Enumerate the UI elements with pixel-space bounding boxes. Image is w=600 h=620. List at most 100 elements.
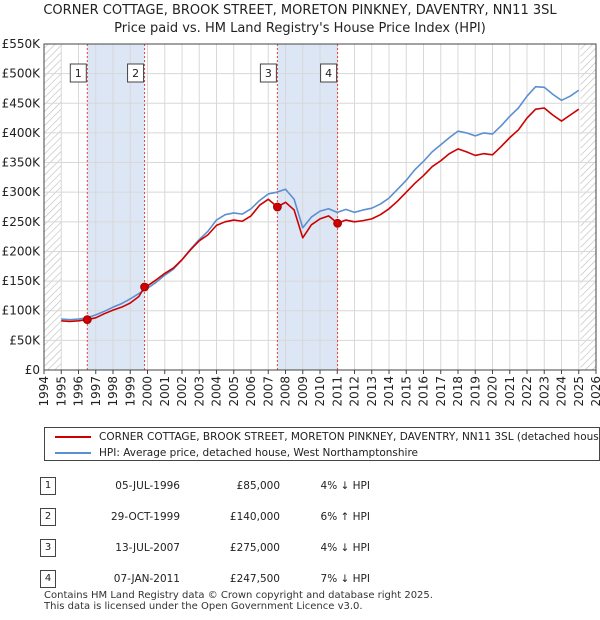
table-row: 1 05-JUL-1996 £85,000 4% ↓ HPI — [40, 470, 370, 501]
table-row: 2 29-OCT-1999 £140,000 6% ↑ HPI — [40, 501, 370, 532]
y-tick-label: £550K — [2, 37, 42, 51]
hatch-before-data — [44, 44, 62, 370]
x-tick-label: 2016 — [417, 376, 431, 407]
x-tick-label: 2005 — [227, 376, 241, 407]
sale-date: 13-JUL-2007 — [115, 541, 180, 554]
x-tick-label: 2026 — [589, 376, 600, 407]
price-chart: £0 £50K £100K £150K £200K £250K £300K £350K £400… — [2, 37, 600, 407]
table-row: 3 13-JUL-2007 £275,000 4% ↓ HPI — [40, 532, 370, 563]
x-tick-label: 2020 — [486, 376, 500, 407]
x-tick-label: 1998 — [106, 376, 120, 407]
sale-label-box-3 — [259, 63, 277, 83]
y-tick-label: £500K — [2, 67, 42, 81]
y-tick-label: £250K — [2, 215, 42, 229]
title-line-2: Price paid vs. HM Land Registry's House … — [114, 21, 486, 36]
x-tick-label: 2008 — [279, 376, 293, 407]
sale-price: £275,000 — [229, 541, 280, 554]
sale-date: 29-OCT-1999 — [111, 510, 180, 523]
shaded-range-2 — [277, 44, 338, 370]
y-tick-label: £450K — [2, 96, 42, 110]
y-tick-label: £50K — [9, 333, 41, 347]
legend-entry-hpi: HPI: Average price, detached house, West… — [55, 445, 418, 460]
x-tick-label: 2003 — [192, 376, 206, 407]
y-tick-label: £350K — [2, 156, 42, 170]
sale-point-4 — [333, 218, 342, 228]
x-tick-label: 2023 — [537, 376, 551, 407]
shaded-ranges — [44, 44, 596, 370]
sale-hpi-diff: 6% ↑ HPI — [320, 510, 370, 523]
x-tick-label: 2018 — [451, 376, 465, 407]
y-tick-label: £0 — [25, 363, 40, 377]
x-tick-label: 2012 — [348, 376, 362, 407]
shaded-range-1 — [87, 44, 145, 370]
y-tick-label: £150K — [2, 274, 42, 288]
x-tick-label: 2001 — [158, 376, 172, 407]
x-tick-label: 2025 — [572, 376, 586, 407]
legend: CORNER COTTAGE, BROOK STREET, MORETON PI… — [44, 427, 600, 461]
sales-table: 1 05-JUL-1996 £85,000 4% ↓ HPI 2 29-OCT-… — [40, 470, 370, 594]
x-tick-label: 2014 — [382, 376, 396, 407]
plot-frame — [43, 43, 597, 371]
footer-line-1: Contains HM Land Registry data © Crown c… — [44, 590, 433, 601]
x-tick-label: 2013 — [365, 376, 379, 407]
sale-date: 07-JAN-2011 — [113, 572, 180, 585]
x-tick-label: 2000 — [141, 376, 155, 407]
x-tick-label: 2011 — [330, 376, 344, 407]
x-tick-label: 2004 — [210, 376, 224, 407]
sale-points — [82, 202, 342, 325]
x-tick-label: 2021 — [503, 376, 517, 407]
sale-price: £140,000 — [229, 510, 280, 523]
x-tick-label: 2017 — [434, 376, 448, 407]
x-tick-label: 2010 — [313, 376, 327, 407]
legend-label-property: CORNER COTTAGE, BROOK STREET, MORETON PI… — [99, 431, 599, 443]
y-tick-label: £300K — [2, 185, 42, 199]
legend-entry-property: CORNER COTTAGE, BROOK STREET, MORETON PI… — [55, 429, 599, 445]
x-tick-label: 2022 — [520, 376, 534, 407]
sale-hpi-diff: 7% ↓ HPI — [320, 572, 370, 585]
x-tick-label: 2015 — [399, 376, 413, 407]
y-tick-labels: £0 £50K £100K £150K £200K £250K £300K £350K £400… — [2, 37, 42, 377]
x-tick-label: 1999 — [123, 376, 137, 407]
sale-label-box-2 — [127, 63, 145, 83]
sale-number-badge: 3 — [40, 538, 56, 557]
sale-price: £247,500 — [229, 572, 280, 585]
sale-number-badge: 1 — [40, 476, 56, 495]
x-tick-label: 2024 — [555, 376, 569, 407]
sale-point-3 — [272, 202, 282, 212]
x-tick-label: 2002 — [175, 376, 189, 407]
sale-price: £85,000 — [236, 479, 280, 492]
sale-label-box-1 — [69, 63, 87, 83]
x-tick-label: 1996 — [72, 376, 86, 407]
y-tick-label: £200K — [2, 244, 42, 258]
hatch-after-data — [580, 44, 596, 370]
chart-title: CORNER COTTAGE, BROOK STREET, MORETON PI… — [0, 2, 600, 38]
title-line-1: CORNER COTTAGE, BROOK STREET, MORETON PI… — [43, 3, 557, 18]
x-tick-label: 2006 — [244, 376, 258, 407]
sale-label-2: 2 — [132, 67, 139, 80]
sale-hpi-diff: 4% ↓ HPI — [320, 479, 370, 492]
footer: Contains HM Land Registry data © Crown c… — [44, 590, 433, 612]
legend-label-hpi: HPI: Average price, detached house, West… — [99, 447, 418, 459]
x-tick-label: 1994 — [37, 376, 51, 407]
sale-label-1: 1 — [75, 67, 82, 80]
y-tick-label: £100K — [2, 304, 42, 318]
sale-hpi-diff: 4% ↓ HPI — [320, 541, 370, 554]
x-tick-labels: 1994 1995 1996 1997 1998 1999 2000 2001 2002 2003… — [37, 376, 600, 407]
sale-number-badge: 4 — [40, 569, 56, 588]
sale-point-1 — [82, 315, 92, 325]
sale-date: 05-JUL-1996 — [115, 479, 180, 492]
legend-swatch-blue — [55, 452, 91, 454]
x-tick-label: 1995 — [54, 376, 68, 407]
x-tick-label: 2007 — [261, 376, 275, 407]
sale-label-4: 4 — [325, 67, 332, 80]
sale-number-badge: 2 — [40, 507, 56, 526]
x-tick-label: 2019 — [468, 376, 482, 407]
footer-line-2: This data is licensed under the Open Gov… — [44, 601, 363, 612]
y-tick-label: £400K — [2, 126, 42, 140]
table-row: 4 07-JAN-2011 £247,500 7% ↓ HPI — [40, 563, 370, 594]
x-tick-label: 2009 — [296, 376, 310, 407]
legend-swatch-red — [55, 436, 91, 438]
sale-label-3: 3 — [265, 67, 272, 80]
sale-number-labels: 1 2 3 4 — [69, 63, 338, 83]
sale-label-box-4 — [320, 63, 338, 83]
